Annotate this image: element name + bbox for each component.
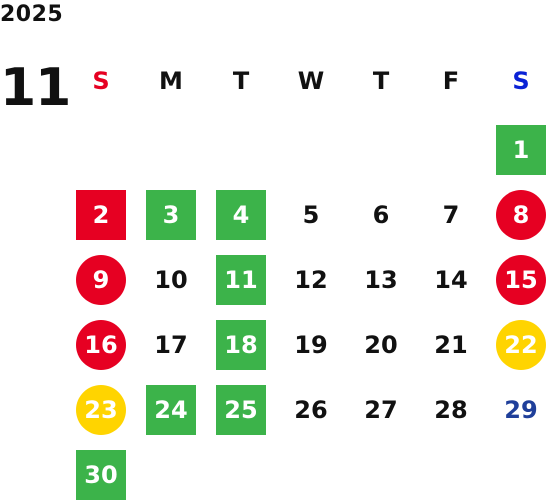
calendar-day-18: 18 — [216, 320, 266, 370]
calendar-day-30: 30 — [76, 450, 126, 500]
calendar-day-26: 26 — [294, 396, 328, 424]
calendar-day-29: 29 — [504, 396, 538, 424]
calendar-day-4: 4 — [216, 190, 266, 240]
calendar-day-20: 20 — [364, 331, 398, 359]
calendar-day-14: 14 — [434, 266, 468, 294]
weekday-header: W — [297, 67, 325, 95]
calendar-day-2: 2 — [76, 190, 126, 240]
calendar-day-1: 1 — [496, 125, 546, 175]
calendar-day-19: 19 — [294, 331, 328, 359]
weekday-header: T — [372, 67, 390, 95]
calendar-day-22: 22 — [496, 320, 546, 370]
calendar-day-10: 10 — [154, 266, 188, 294]
calendar-day-23: 23 — [76, 385, 126, 435]
calendar-day-24: 24 — [146, 385, 196, 435]
calendar-day-8: 8 — [496, 190, 546, 240]
weekday-header: S — [92, 67, 110, 95]
calendar-day-25: 25 — [216, 385, 266, 435]
weekday-header: F — [442, 67, 460, 95]
weekday-header: T — [232, 67, 250, 95]
calendar-day-9: 9 — [76, 255, 126, 305]
calendar-month: 11 — [0, 58, 71, 118]
calendar-day-7: 7 — [442, 201, 460, 229]
calendar-day-13: 13 — [364, 266, 398, 294]
calendar-day-27: 27 — [364, 396, 398, 424]
calendar-day-21: 21 — [434, 331, 468, 359]
calendar-year: 2025 — [0, 2, 64, 27]
calendar-day-12: 12 — [294, 266, 328, 294]
weekday-header: M — [159, 67, 183, 95]
calendar-day-17: 17 — [154, 331, 188, 359]
weekday-header: S — [512, 67, 530, 95]
calendar-day-5: 5 — [302, 201, 320, 229]
calendar-day-28: 28 — [434, 396, 468, 424]
calendar-day-16: 16 — [76, 320, 126, 370]
calendar-day-3: 3 — [146, 190, 196, 240]
calendar-day-6: 6 — [372, 201, 390, 229]
calendar-day-15: 15 — [496, 255, 546, 305]
calendar-day-11: 11 — [216, 255, 266, 305]
